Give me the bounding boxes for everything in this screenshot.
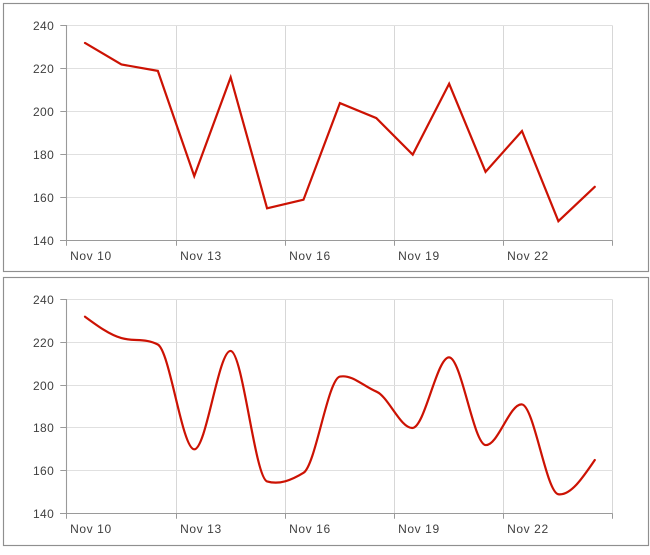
svg-text:Nov 22: Nov 22: [507, 522, 549, 536]
svg-text:220: 220: [33, 62, 54, 76]
svg-text:Nov 19: Nov 19: [398, 249, 440, 263]
svg-text:Nov 10: Nov 10: [70, 249, 112, 263]
svg-text:Nov 10: Nov 10: [70, 522, 112, 536]
svg-text:Nov 16: Nov 16: [289, 522, 331, 536]
svg-text:Nov 16: Nov 16: [289, 249, 331, 263]
svg-text:240: 240: [33, 293, 54, 307]
svg-text:180: 180: [33, 148, 54, 162]
svg-text:Nov 19: Nov 19: [398, 522, 440, 536]
svg-text:160: 160: [33, 464, 54, 478]
svg-text:220: 220: [33, 336, 54, 350]
svg-text:240: 240: [33, 19, 54, 33]
svg-text:140: 140: [33, 507, 54, 521]
svg-text:Nov 13: Nov 13: [180, 249, 222, 263]
svg-text:160: 160: [33, 191, 54, 205]
svg-text:Nov 22: Nov 22: [507, 249, 549, 263]
svg-text:Nov 13: Nov 13: [180, 522, 222, 536]
svg-text:200: 200: [33, 105, 54, 119]
svg-text:180: 180: [33, 421, 54, 435]
svg-text:140: 140: [33, 234, 54, 248]
svg-text:200: 200: [33, 379, 54, 393]
